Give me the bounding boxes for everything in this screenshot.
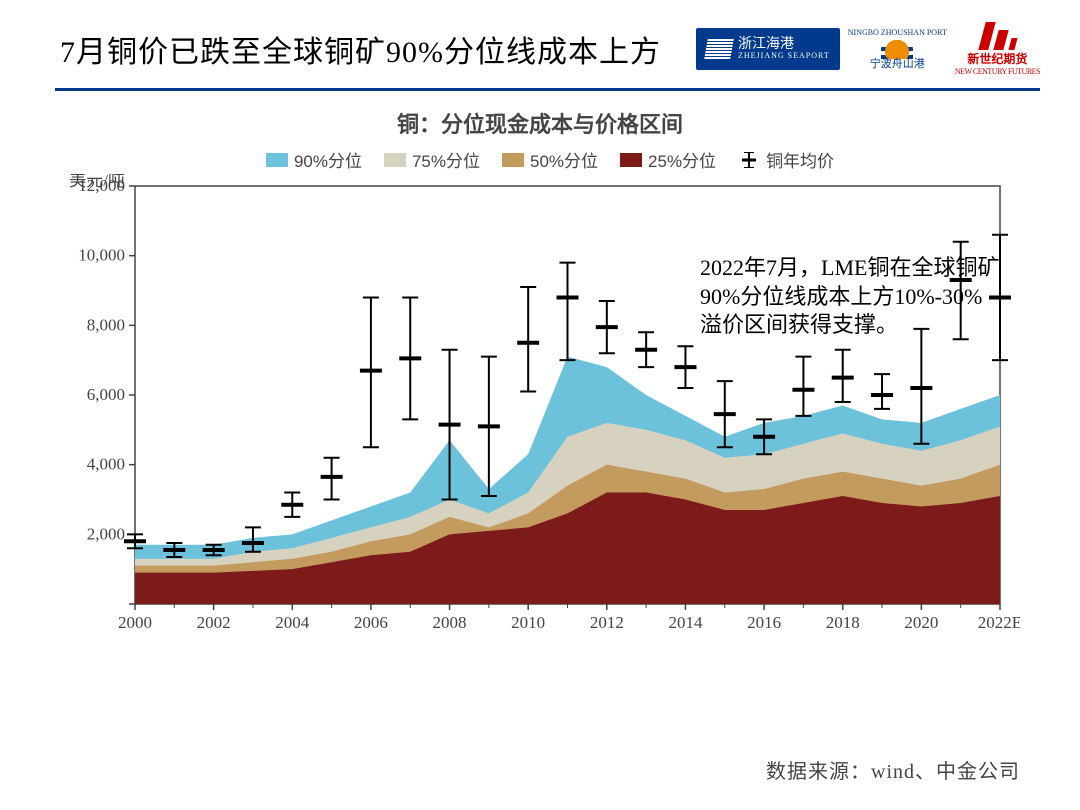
- svg-text:10,000: 10,000: [78, 246, 125, 265]
- svg-text:2022E: 2022E: [978, 613, 1020, 632]
- logo-seaport-cn: 浙江海港: [738, 38, 830, 52]
- svg-text:6,000: 6,000: [87, 385, 125, 404]
- svg-text:2000: 2000: [118, 613, 152, 632]
- zhejiang-seaport-logo: 浙江海港 ZHEJIANG SEAPORT: [696, 28, 840, 70]
- svg-text:美元/吨: 美元/吨: [69, 174, 125, 190]
- ningbo-port-logo: NINGBO ZHOUSHAN PORT 宁波舟山港: [848, 29, 947, 70]
- header-divider: [55, 88, 1040, 91]
- svg-text:2002: 2002: [197, 613, 231, 632]
- logo-futures-cn: 新世纪期货: [967, 50, 1027, 67]
- svg-text:2,000: 2,000: [87, 524, 125, 543]
- data-source: 数据来源：wind、中金公司: [766, 755, 1020, 784]
- svg-text:4,000: 4,000: [87, 455, 125, 474]
- svg-text:2010: 2010: [511, 613, 545, 632]
- svg-text:2020: 2020: [904, 613, 938, 632]
- svg-text:2008: 2008: [433, 613, 467, 632]
- chart-title: 铜：分位现金成本与价格区间: [0, 107, 1080, 139]
- chart-area: 2,0004,0006,0008,00010,00012,000美元/吨2000…: [60, 174, 1030, 734]
- svg-text:2012: 2012: [590, 613, 624, 632]
- new-century-futures-logo: 新世纪期货 NEW CENTURY FUTURES: [955, 22, 1040, 76]
- page-title: 7月铜价已跌至全球铜矿90%分位线成本上方: [60, 27, 661, 71]
- chart-legend: 90%分位75%分位50%分位25%分位铜年均价: [20, 147, 1080, 172]
- svg-text:2016: 2016: [747, 613, 781, 632]
- chart-annotation: 2022年7月，LME铜在全球铜矿90%分位线成本上方10%-30%溢价区间获得…: [700, 254, 1000, 340]
- svg-text:2018: 2018: [826, 613, 860, 632]
- svg-text:2004: 2004: [275, 613, 310, 632]
- logo-group: 浙江海港 ZHEJIANG SEAPORT NINGBO ZHOUSHAN PO…: [696, 22, 1040, 76]
- logo-port-cn: 宁波舟山港: [870, 59, 925, 70]
- svg-text:2006: 2006: [354, 613, 388, 632]
- chart-svg: 2,0004,0006,0008,00010,00012,000美元/吨2000…: [60, 174, 1020, 644]
- svg-text:2014: 2014: [668, 613, 703, 632]
- logo-seaport-en: ZHEJIANG SEAPORT: [738, 52, 830, 60]
- logo-futures-en: NEW CENTURY FUTURES: [955, 67, 1040, 76]
- svg-text:8,000: 8,000: [87, 315, 125, 334]
